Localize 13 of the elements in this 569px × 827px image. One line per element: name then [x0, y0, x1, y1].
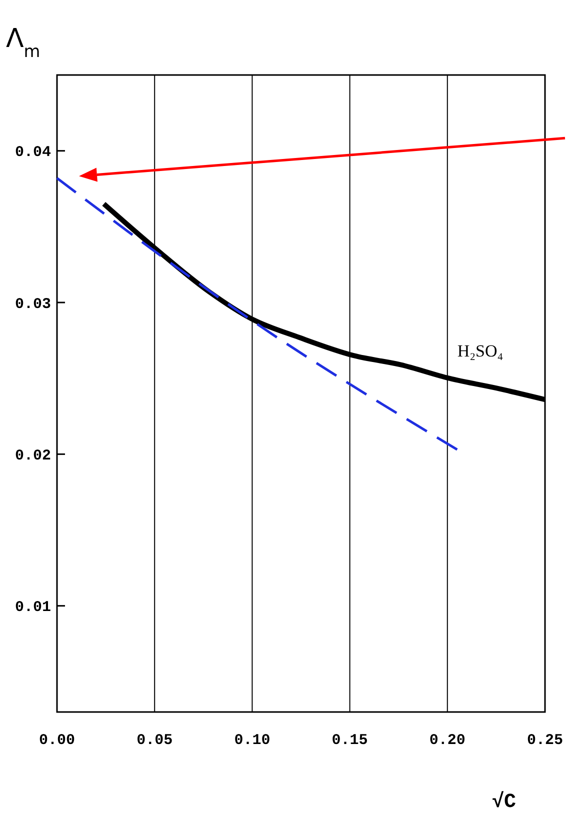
x-axis-title: √C [492, 791, 516, 814]
series-label: H₂SO₄ [457, 341, 504, 360]
x-tick-label: 0.25 [526, 732, 564, 749]
x-tick-label: 0.10 [234, 732, 270, 749]
y-axis-title: Λ$_{m}$ [6, 24, 40, 61]
x-tick-label: 0.20 [429, 732, 466, 749]
x-tick-label: 0.05 [136, 732, 173, 749]
x-tick-label: 0.00 [38, 732, 76, 749]
y-tick-label: 0.02 [14, 447, 51, 464]
x-tick-label: 0.15 [332, 732, 368, 749]
y-tick-label: 0.03 [14, 296, 51, 313]
y-tick-label: 0.04 [14, 144, 51, 162]
y-tick-label: 0.01 [14, 599, 51, 616]
